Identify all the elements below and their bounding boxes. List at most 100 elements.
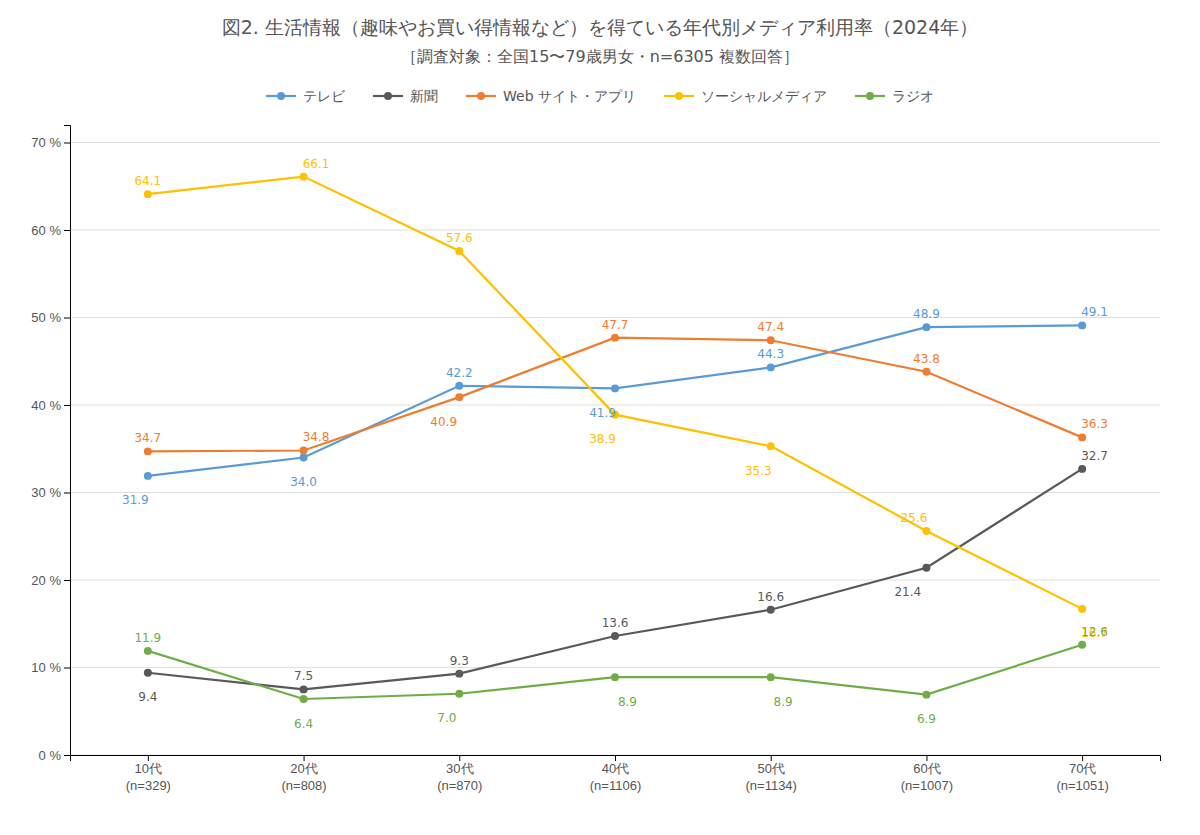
- data-label: 49.1: [1081, 305, 1108, 319]
- y-tick: 30 %: [31, 485, 70, 500]
- data-label: 31.9: [122, 493, 149, 507]
- data-label: 34.8: [303, 430, 330, 444]
- x-tick-mark: [148, 755, 149, 761]
- x-tick-label-line: 70代: [1069, 761, 1096, 776]
- y-tick-label: 20 %: [31, 573, 61, 588]
- data-label: 25.6: [901, 511, 928, 525]
- x-axis: 10代(n=329)20代(n=808)30代(n=870)40代(n=1106…: [71, 755, 1161, 793]
- x-tick: 40代(n=1106): [590, 755, 641, 793]
- y-tick-label: 40 %: [31, 398, 61, 413]
- data-label: 34.0: [290, 475, 317, 489]
- series-point: [922, 564, 930, 572]
- legend-marker: [477, 92, 485, 100]
- series-point: [144, 447, 152, 455]
- data-label: 43.8: [913, 352, 940, 366]
- data-label: 35.3: [745, 464, 772, 478]
- x-tick-label: 20代(n=808): [281, 761, 326, 793]
- series-point: [144, 647, 152, 655]
- x-tick-label-line: 50代: [757, 761, 784, 776]
- x-tick-mark: [926, 755, 927, 761]
- y-tick: 70 %: [31, 135, 70, 150]
- series-line: [148, 338, 1082, 452]
- data-label: 66.1: [303, 157, 330, 171]
- data-label: 47.7: [602, 318, 629, 332]
- data-label: 34.7: [134, 431, 161, 445]
- series-point: [611, 384, 619, 392]
- series-point: [300, 685, 308, 693]
- y-axis: 0 % 10 % 20 % 30 % 40 % 50 % 60 % 70 %: [31, 126, 70, 763]
- series-point: [922, 527, 930, 535]
- x-tick-label-line: (n=1134): [745, 778, 796, 793]
- series-point: [767, 606, 775, 614]
- legend-marker: [866, 92, 874, 100]
- x-tick-label-line: (n=870): [437, 778, 482, 793]
- y-tick-label: 10 %: [31, 660, 61, 675]
- legend-marker: [384, 92, 392, 100]
- data-label: 36.3: [1081, 417, 1108, 431]
- x-tick-label-line: 60代: [913, 761, 940, 776]
- data-label: 57.6: [446, 231, 473, 245]
- data-label: 41.9: [589, 406, 616, 420]
- series-point: [1078, 465, 1086, 473]
- series-line: [148, 325, 1082, 476]
- y-tick-mark: [64, 318, 70, 319]
- x-tick-mark: [304, 755, 305, 761]
- x-tick-mark: [771, 755, 772, 761]
- plot-area: 0 % 10 % 20 % 30 % 40 % 50 % 60 % 70 % 10代(n=329…: [31, 126, 1160, 794]
- y-tick-mark: [64, 493, 70, 494]
- grid: [70, 143, 1160, 756]
- data-label: 16.6: [757, 590, 784, 604]
- data-labels: 31.934.042.241.944.348.949.19.47.59.313.…: [122, 157, 1108, 731]
- grid-line: [70, 580, 1160, 581]
- series-point: [455, 247, 463, 255]
- legend-label: Web サイト・アプリ: [503, 88, 636, 104]
- x-tick: 70代 (n=1051): [1056, 755, 1108, 793]
- series-point: [767, 673, 775, 681]
- data-label: 6.4: [294, 717, 313, 731]
- series: [144, 173, 1086, 613]
- series-point: [300, 447, 308, 455]
- legend-item: 新聞: [373, 88, 438, 104]
- series-point: [455, 382, 463, 390]
- series: [144, 321, 1086, 479]
- chart-svg: 図2. 生活情報（趣味やお買い得情報など）を得ている年代別メディア利用率（202…: [0, 0, 1200, 835]
- legend-label: ソーシャルメディア: [701, 88, 827, 104]
- series-point: [611, 334, 619, 342]
- data-label: 48.9: [913, 307, 940, 321]
- y-tick-label: 60 %: [31, 223, 61, 238]
- series-point: [455, 393, 463, 401]
- data-label: 13.6: [602, 616, 629, 630]
- series-point: [1078, 605, 1086, 613]
- data-label: 38.9: [589, 432, 616, 446]
- series-line: [148, 469, 1082, 690]
- series-point: [922, 323, 930, 331]
- x-tick-label: 40代(n=1106): [590, 761, 641, 793]
- y-tick-label: 70 %: [31, 135, 61, 150]
- data-label: 8.9: [774, 695, 793, 709]
- series-point: [144, 472, 152, 480]
- data-label: 6.9: [917, 712, 936, 726]
- x-tick: 20代(n=808): [281, 755, 326, 793]
- y-tick-label: 0 %: [39, 748, 62, 763]
- x-tick-label: 10代(n=329): [126, 761, 171, 793]
- legend-marker: [675, 92, 683, 100]
- series-point: [611, 673, 619, 681]
- series-line: [148, 645, 1082, 699]
- series-point: [922, 368, 930, 376]
- y-tick-label: 30 %: [31, 485, 61, 500]
- data-label: 21.4: [894, 585, 921, 599]
- grid-line: [70, 492, 1160, 493]
- series-point: [922, 691, 930, 699]
- data-label: 32.7: [1081, 449, 1108, 463]
- y-tick: 60 %: [31, 223, 70, 238]
- data-label: 12.6: [1081, 625, 1108, 639]
- legend-label: テレビ: [303, 88, 346, 104]
- data-label: 47.4: [757, 320, 784, 334]
- subtitle: ［調査対象：全国15〜79歳男女・n=6305 複数回答］: [401, 47, 799, 66]
- y-tick: 0 %: [39, 748, 70, 763]
- data-label: 11.9: [134, 631, 161, 645]
- y-tick-mark: [64, 755, 70, 756]
- x-tick-label-line: (n=1051): [1056, 778, 1108, 793]
- y-tick: 50 %: [31, 310, 70, 325]
- legend-item: ラジオ: [855, 88, 934, 104]
